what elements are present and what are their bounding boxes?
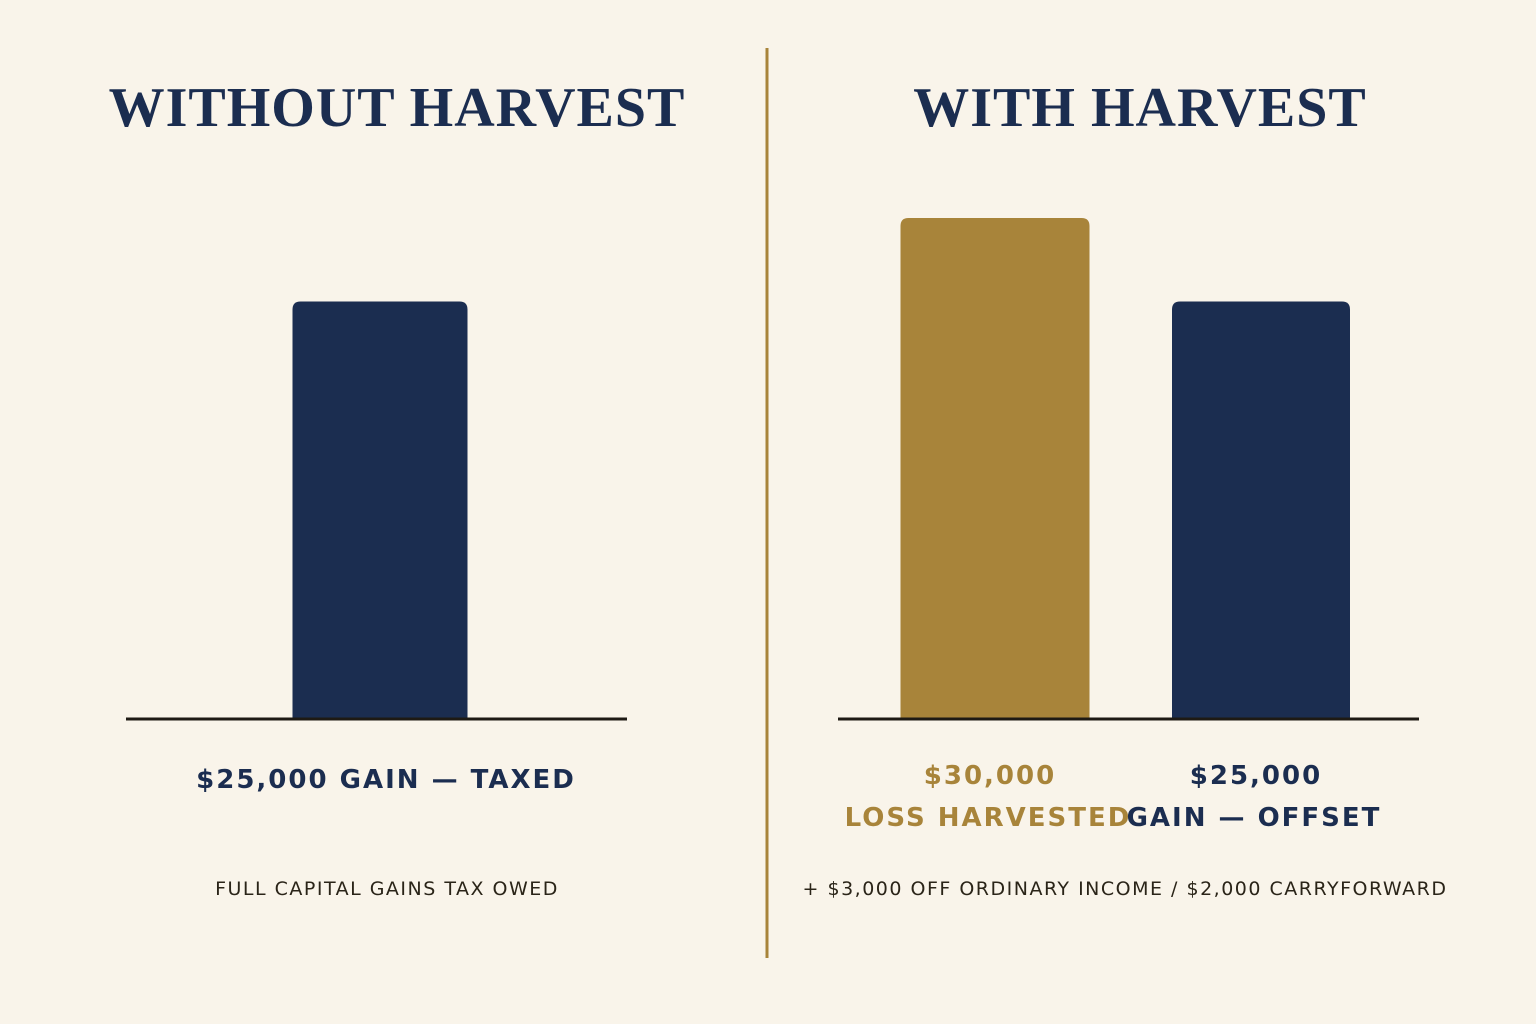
value-label: $30,000 bbox=[924, 761, 1056, 791]
category-label: GAIN — TAXED bbox=[340, 765, 576, 795]
bar bbox=[292, 301, 468, 719]
bar-label: $25,000 GAIN — TAXED bbox=[196, 765, 576, 795]
category-label: LOSS HARVESTED bbox=[845, 803, 1132, 833]
panel-title: WITH HARVEST bbox=[913, 77, 1366, 139]
bar bbox=[900, 218, 1090, 719]
value-label: $25,000 bbox=[196, 765, 328, 795]
value-label: $25,000 bbox=[1190, 761, 1322, 791]
panel-title: WITHOUT HARVEST bbox=[109, 77, 686, 139]
bar bbox=[1172, 301, 1350, 719]
note: FULL CAPITAL GAINS TAX OWED bbox=[215, 878, 559, 900]
note: + $3,000 OFF ORDINARY INCOME / $2,000 CA… bbox=[803, 878, 1448, 900]
category-label: GAIN — OFFSET bbox=[1127, 803, 1382, 833]
